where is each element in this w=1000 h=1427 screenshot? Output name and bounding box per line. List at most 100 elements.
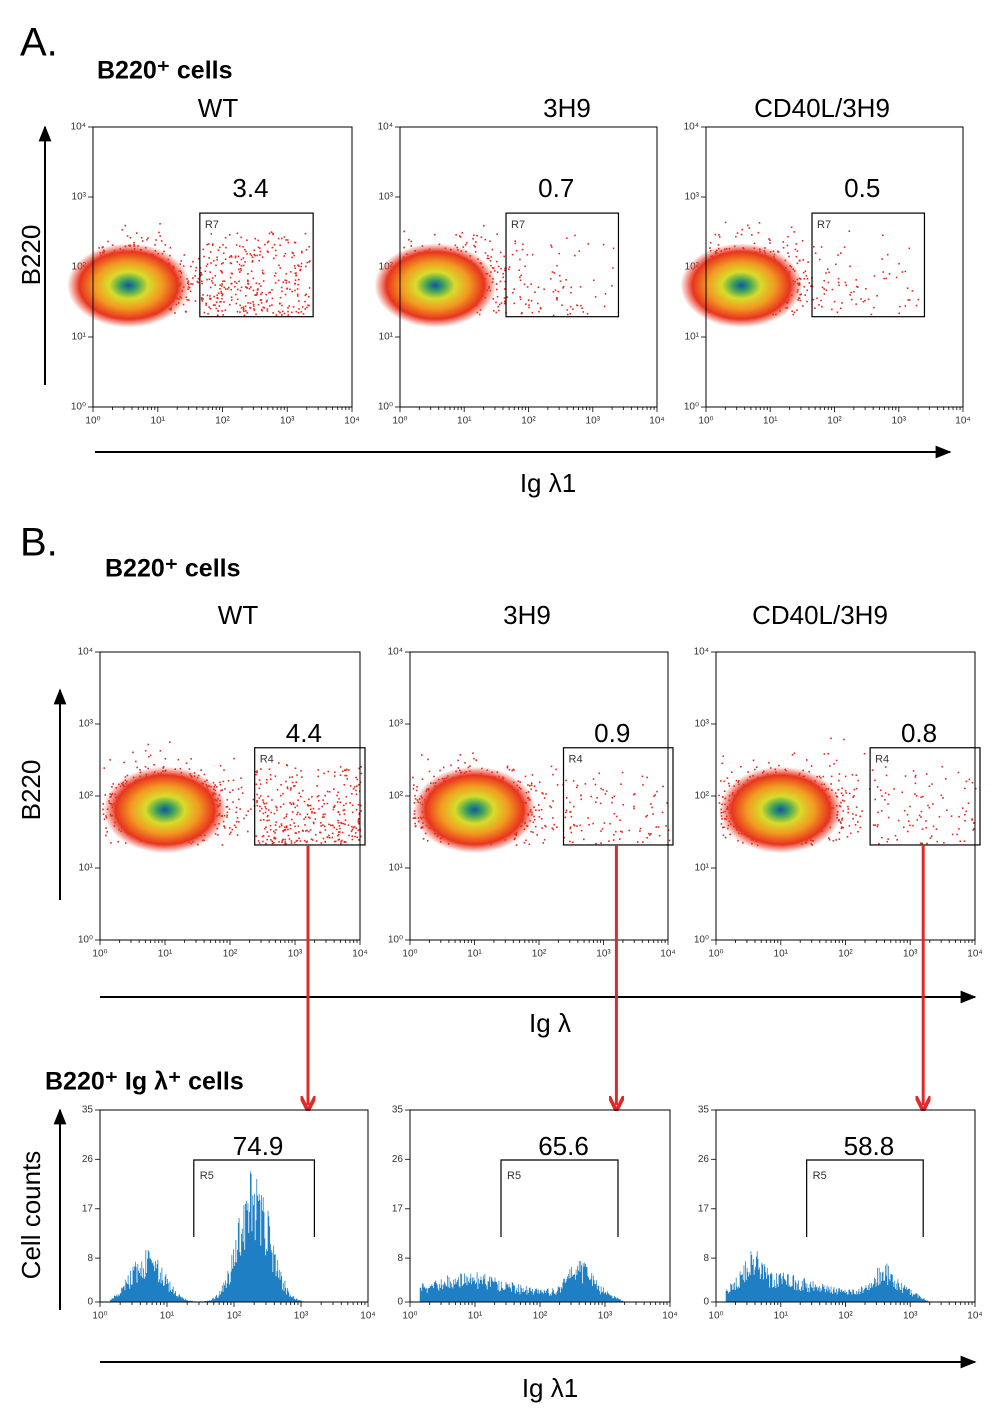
event-dot: [281, 304, 283, 307]
event-dot: [357, 803, 360, 806]
event-dot: [306, 306, 308, 309]
event-dot: [648, 834, 651, 836]
y-tick-label: 10⁰: [78, 935, 93, 946]
event-dot: [299, 269, 301, 272]
event-dot: [228, 833, 231, 835]
event-dot: [524, 775, 527, 778]
event-dot: [255, 783, 258, 786]
event-dot: [823, 293, 826, 295]
y-tick-label: 10³: [79, 719, 94, 730]
event-dot: [793, 231, 795, 233]
event-dot: [240, 258, 243, 261]
event-dot: [257, 840, 260, 842]
event-dot: [203, 311, 206, 314]
event-dot: [490, 264, 492, 267]
event-dot: [230, 299, 233, 301]
event-dot: [519, 276, 521, 279]
event-dot: [129, 236, 132, 239]
event-dot: [355, 776, 357, 779]
event-dot: [348, 769, 350, 771]
event-dot: [566, 313, 569, 316]
event-dot: [312, 821, 315, 824]
event-dot: [244, 286, 247, 288]
event-dot: [488, 257, 490, 260]
event-dot: [813, 245, 815, 248]
event-dot: [613, 795, 616, 798]
event-dot: [904, 270, 907, 273]
event-dot: [260, 308, 263, 311]
event-dot: [212, 243, 214, 245]
event-dot: [800, 293, 802, 296]
event-dot: [236, 834, 239, 836]
event-dot: [303, 818, 305, 820]
event-dot: [288, 838, 291, 840]
event-dot: [415, 825, 417, 827]
event-dot: [102, 813, 105, 816]
event-dot: [356, 785, 358, 788]
event-dot: [541, 827, 543, 829]
event-dot: [238, 268, 240, 271]
event-dot: [788, 255, 790, 258]
event-dot: [185, 311, 187, 313]
event-dot: [442, 766, 445, 769]
event-dot: [320, 821, 322, 824]
event-dot: [612, 267, 614, 269]
event-dot: [315, 840, 318, 842]
event-dot: [294, 267, 296, 270]
event-dot: [838, 284, 840, 287]
event-dot: [504, 269, 506, 272]
event-dot: [238, 798, 240, 801]
event-dot: [656, 790, 658, 793]
event-dot: [420, 754, 423, 756]
event-dot: [496, 295, 499, 298]
event-dot: [249, 302, 252, 304]
event-dot: [277, 279, 280, 282]
event-dot: [308, 261, 310, 263]
event-dot: [584, 783, 587, 785]
event-dot: [305, 249, 308, 251]
event-dot: [275, 829, 277, 831]
event-dot: [790, 226, 793, 229]
event-dot: [237, 255, 240, 258]
event-dot: [536, 302, 539, 305]
event-dot: [300, 262, 303, 265]
event-dot: [271, 799, 273, 801]
density-blob: [413, 766, 536, 853]
event-dot: [236, 298, 239, 301]
event-dot: [269, 828, 272, 831]
event-dot: [203, 255, 205, 258]
event-dot: [222, 244, 224, 246]
event-dot: [290, 787, 292, 789]
event-dot: [718, 234, 720, 236]
event-dot: [264, 243, 266, 246]
event-dot: [561, 304, 563, 307]
gate-label: R7: [817, 219, 831, 231]
event-dot: [289, 824, 292, 826]
event-dot: [556, 298, 558, 301]
event-dot: [355, 808, 358, 811]
event-dot: [226, 805, 229, 808]
event-dot: [655, 826, 657, 828]
event-dot: [353, 786, 356, 788]
event-dot: [223, 301, 225, 303]
event-dot: [580, 829, 583, 832]
event-dot: [259, 805, 261, 808]
event-dot: [258, 787, 261, 790]
event-dot: [209, 286, 212, 289]
event-dot: [216, 294, 219, 296]
event-dot: [274, 775, 277, 778]
event-dot: [331, 832, 334, 835]
event-dot: [279, 806, 282, 808]
event-dot: [112, 783, 115, 785]
event-dot: [236, 817, 239, 819]
event-dot: [267, 809, 270, 811]
event-dot: [795, 255, 798, 258]
event-dot: [426, 839, 429, 842]
event-dot: [530, 784, 533, 786]
event-dot: [230, 256, 233, 258]
event-dot: [484, 238, 487, 241]
event-dot: [492, 267, 495, 269]
event-dot: [217, 310, 219, 312]
event-dot: [741, 228, 743, 231]
event-dot: [295, 310, 298, 313]
